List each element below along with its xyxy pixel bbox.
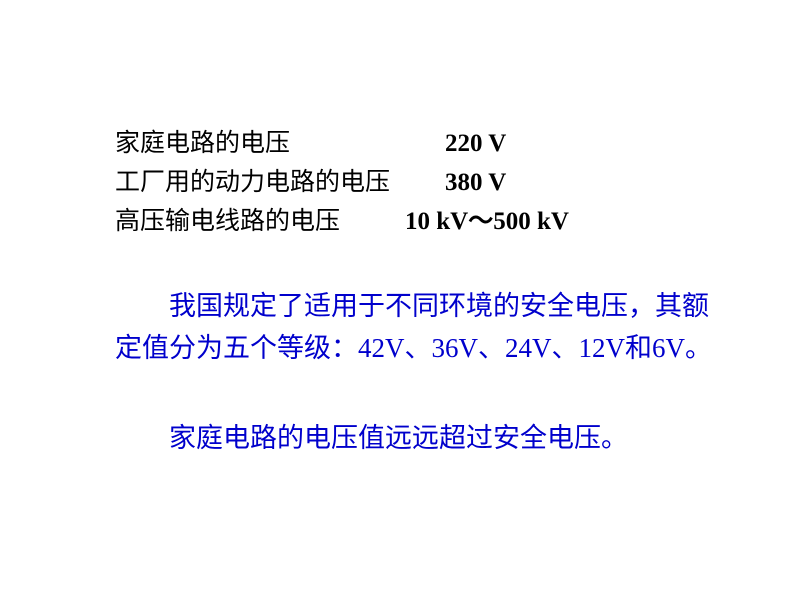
table-row: 家庭电路的电压 220 V (115, 125, 734, 164)
separator: 、 (552, 333, 579, 363)
table-row: 高压输电线路的电压 10 kV～500 kV (115, 203, 734, 242)
conclusion-paragraph: 家庭电路的电压值远远超过安全电压。 (115, 418, 734, 459)
voltage-value: 380 V (445, 164, 506, 203)
separator: 和 (625, 333, 652, 363)
voltage-level: 24V (505, 333, 552, 363)
separator: 、 (405, 333, 432, 363)
paragraph-suffix: 。 (685, 333, 712, 363)
voltage-level: 12V (579, 333, 626, 363)
table-row: 工厂用的动力电路的电压 380 V (115, 164, 734, 203)
voltage-level: 36V (432, 333, 479, 363)
voltage-label: 高压输电线路的电压 (115, 203, 415, 242)
voltage-table: 家庭电路的电压 220 V 工厂用的动力电路的电压 380 V 高压输电线路的电… (115, 125, 734, 241)
voltage-value: 10 kV～500 kV (405, 203, 569, 242)
safety-voltage-paragraph: 我国规定了适用于不同环境的安全电压，其额定值分为五个等级：42V、36V、24V… (115, 286, 734, 370)
voltage-value: 220 V (445, 125, 506, 164)
voltage-label: 家庭电路的电压 (115, 125, 415, 164)
voltage-label: 工厂用的动力电路的电压 (115, 164, 415, 203)
voltage-level: 42V (358, 333, 405, 363)
voltage-level: 6V (652, 333, 685, 363)
separator: 、 (478, 333, 505, 363)
slide-content: 家庭电路的电压 220 V 工厂用的动力电路的电压 380 V 高压输电线路的电… (0, 0, 794, 458)
